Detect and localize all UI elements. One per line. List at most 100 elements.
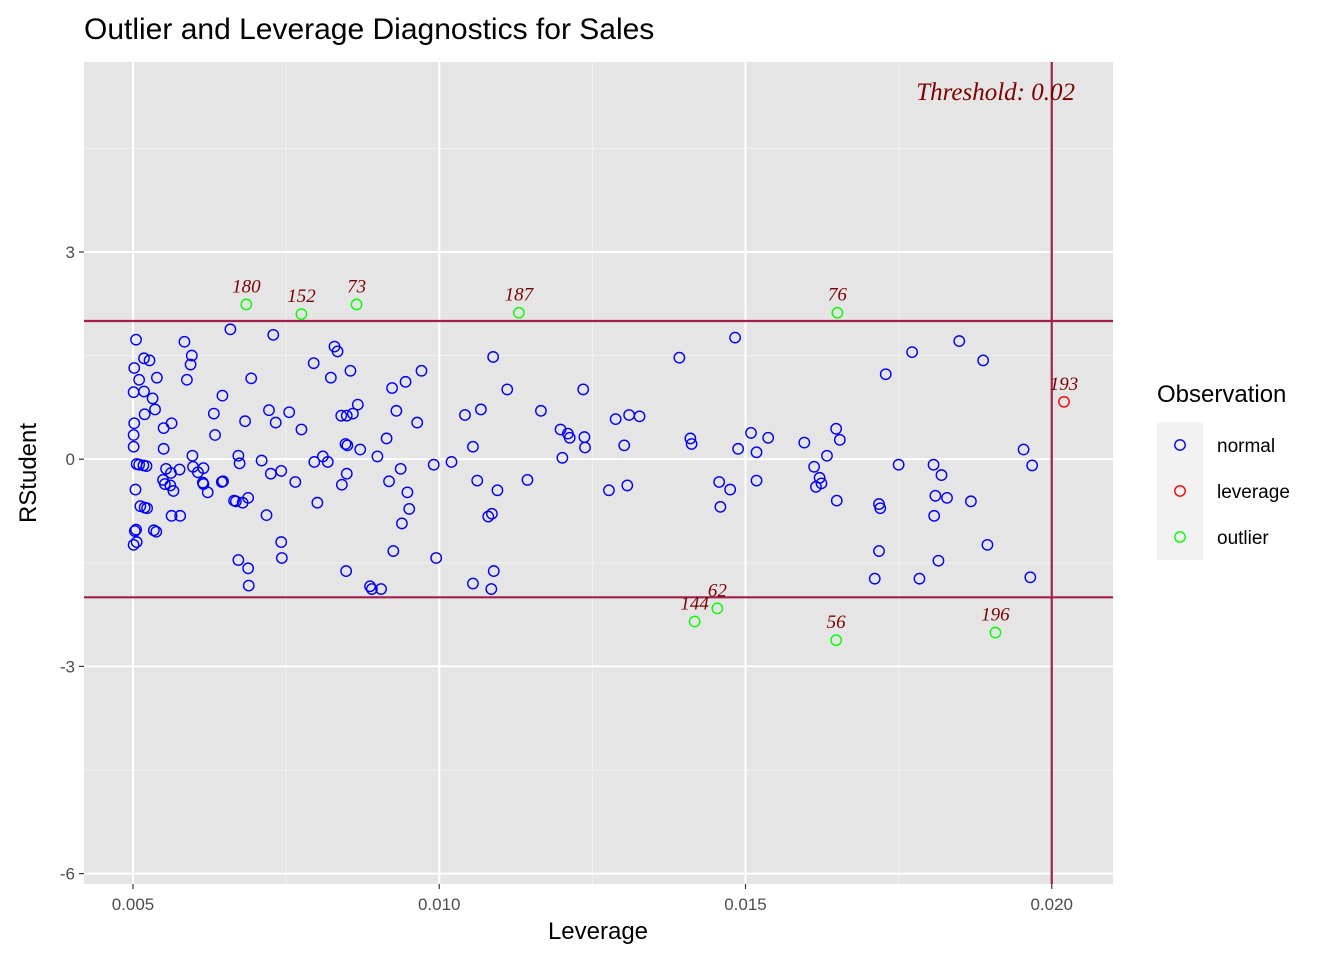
point-normal bbox=[128, 417, 141, 430]
point-normal bbox=[467, 440, 479, 453]
point-label: 152 bbox=[287, 286, 316, 307]
point-normal bbox=[874, 502, 887, 515]
point-normal bbox=[411, 416, 424, 429]
point-normal bbox=[1024, 571, 1037, 584]
point-normal bbox=[941, 491, 953, 504]
point-normal bbox=[1026, 459, 1039, 472]
legend-key bbox=[1157, 514, 1203, 560]
point-normal bbox=[127, 440, 140, 453]
point-normal bbox=[830, 422, 843, 435]
point-normal bbox=[150, 525, 163, 538]
point-normal bbox=[229, 495, 242, 508]
point-normal bbox=[255, 454, 268, 467]
point-normal bbox=[750, 446, 763, 459]
point-normal bbox=[184, 358, 197, 371]
point-normal bbox=[275, 552, 288, 564]
legend-swatch-normal bbox=[1174, 439, 1186, 451]
point-normal bbox=[633, 410, 646, 423]
point-normal bbox=[167, 485, 180, 497]
point-normal bbox=[164, 479, 177, 492]
point-normal bbox=[138, 385, 150, 398]
point-normal bbox=[380, 432, 393, 445]
point-normal bbox=[386, 382, 398, 394]
point-normal bbox=[487, 351, 500, 363]
point-normal bbox=[128, 362, 141, 374]
point-normal bbox=[308, 456, 321, 468]
point-normal bbox=[685, 438, 698, 450]
point-normal bbox=[260, 509, 273, 522]
point-normal bbox=[609, 413, 622, 426]
point-normal bbox=[185, 349, 198, 362]
point-label: 56 bbox=[827, 612, 847, 633]
point-leverage bbox=[1058, 395, 1070, 408]
point-normal bbox=[245, 372, 258, 385]
point-normal bbox=[415, 364, 428, 377]
point-normal bbox=[127, 538, 140, 551]
point-normal bbox=[217, 475, 229, 488]
legend-label-leverage: leverage bbox=[1217, 482, 1290, 503]
point-normal bbox=[140, 460, 153, 472]
point-normal bbox=[868, 572, 881, 585]
point-normal bbox=[209, 429, 221, 441]
point-label: 73 bbox=[347, 276, 366, 297]
point-normal bbox=[750, 474, 763, 487]
point-normal bbox=[165, 509, 178, 522]
point-normal bbox=[732, 442, 745, 455]
point-normal bbox=[295, 423, 308, 436]
point-normal bbox=[201, 486, 214, 499]
point-normal bbox=[269, 416, 282, 429]
point-normal bbox=[239, 415, 251, 428]
point-normal bbox=[714, 500, 727, 513]
point-normal bbox=[233, 457, 246, 470]
point-normal bbox=[375, 583, 387, 595]
point-normal bbox=[267, 328, 280, 341]
point-normal bbox=[344, 364, 357, 377]
point-normal bbox=[174, 509, 187, 522]
point-normal bbox=[445, 456, 458, 468]
point-label: 144 bbox=[680, 594, 709, 615]
point-normal bbox=[242, 579, 255, 592]
point-normal bbox=[321, 456, 334, 468]
point-normal bbox=[311, 496, 324, 509]
point-normal bbox=[340, 409, 353, 422]
point-normal bbox=[833, 433, 846, 446]
point-outlier bbox=[350, 298, 363, 311]
point-outlier bbox=[240, 298, 253, 311]
point-normal bbox=[307, 357, 320, 370]
point-normal bbox=[341, 439, 354, 452]
point-normal bbox=[713, 476, 726, 488]
point-normal bbox=[928, 509, 941, 522]
legend-swatch-outlier bbox=[1174, 531, 1186, 543]
point-normal bbox=[275, 465, 288, 477]
point-normal bbox=[563, 431, 576, 444]
point-normal bbox=[275, 536, 288, 548]
point-normal bbox=[242, 562, 255, 575]
point-label: 76 bbox=[828, 285, 848, 306]
point-normal bbox=[556, 451, 569, 464]
point-normal bbox=[577, 383, 590, 396]
point-normal bbox=[127, 429, 140, 441]
legend-key bbox=[1157, 468, 1203, 514]
point-normal bbox=[929, 489, 942, 502]
point-normal bbox=[130, 536, 143, 548]
point-normal bbox=[263, 404, 275, 417]
point-normal bbox=[197, 462, 210, 475]
plot-panel bbox=[84, 62, 1113, 884]
point-normal bbox=[216, 389, 229, 402]
point-outlier bbox=[989, 626, 1002, 639]
point-normal bbox=[340, 565, 353, 577]
x-tick-label: 0.015 bbox=[724, 895, 767, 914]
point-normal bbox=[430, 552, 443, 564]
point-normal bbox=[364, 580, 376, 593]
point-normal bbox=[371, 450, 384, 463]
point-normal bbox=[906, 346, 918, 359]
threshold-label: Threshold: 0.02 bbox=[916, 79, 1075, 106]
point-normal bbox=[684, 432, 697, 445]
point-normal bbox=[324, 371, 337, 384]
point-normal bbox=[965, 495, 977, 508]
point-normal bbox=[724, 483, 737, 496]
point-label: 187 bbox=[505, 285, 535, 306]
point-normal bbox=[138, 352, 150, 365]
